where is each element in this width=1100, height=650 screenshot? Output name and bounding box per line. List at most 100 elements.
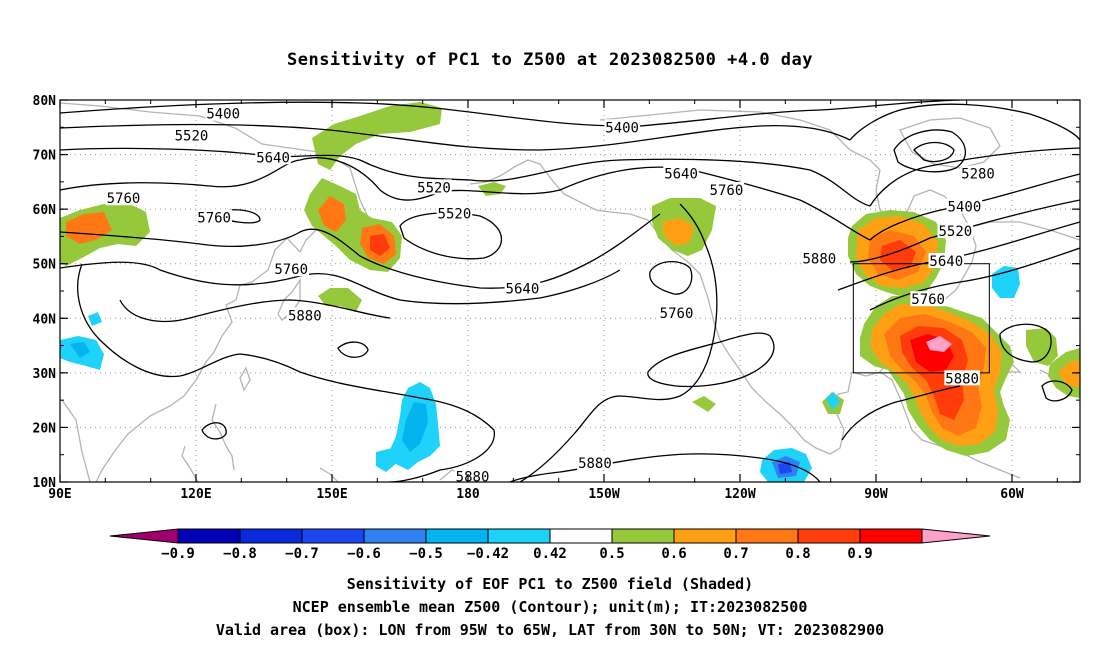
caption-valid-area: Valid area (box): LON from 95W to 65W, L…: [215, 621, 885, 639]
colorbar-labels: −0.9 −0.8 −0.7 −0.6 −0.5 −0.42 0.42 0.5 0.6 0.7 0.…: [161, 546, 873, 562]
contour-label: 5280: [961, 167, 995, 183]
contour-label-bg: [960, 165, 996, 181]
longitude-label: 90E: [48, 487, 71, 502]
contour-label: 5760: [660, 306, 694, 322]
colorbar-swatch: [239, 528, 303, 544]
contour-label-bg: [105, 190, 142, 206]
axis-ticks: [59, 99, 1080, 483]
longitude-label: 120W: [724, 487, 755, 502]
colorbar-swatch: [487, 528, 551, 544]
latitude-label: 50N: [33, 258, 57, 273]
contour-label-bg: [658, 304, 695, 320]
sensitivity-shading: [60, 102, 1080, 482]
contour-label: 5640: [256, 150, 290, 166]
colorbar-label: −0.8: [223, 546, 257, 562]
contour-label: 5880: [288, 309, 322, 325]
colorbar-label: 0.7: [723, 546, 748, 562]
contour-label: 5640: [506, 281, 540, 297]
longitude-label: 60W: [1000, 487, 1024, 502]
contour-label: 5640: [929, 254, 963, 270]
colorbar-label: 0.6: [661, 546, 686, 562]
latitude-label: 60N: [33, 203, 57, 218]
contour-label-bg: [205, 105, 241, 121]
colorbar-swatch: [177, 528, 241, 544]
colorbar-label: 0.5: [599, 546, 624, 562]
contour-label: 5520: [175, 128, 209, 144]
contour-label: 5880: [945, 371, 979, 387]
contour-label-bg: [663, 165, 699, 181]
colorbar-swatch: [797, 528, 861, 544]
colorbar-swatch: [301, 528, 365, 544]
contour-label-bg: [604, 119, 640, 135]
contour-label: 5520: [417, 180, 451, 196]
contour-label-bg: [937, 222, 974, 238]
longitude-labels: 90E 120E 150E 180 150W 120W 90W 60W: [48, 487, 1024, 502]
contour-label: 5400: [206, 107, 240, 123]
colorbar-label: −0.5: [409, 546, 443, 562]
contour-label: 5640: [664, 167, 698, 183]
colorbar-label: −0.9: [161, 546, 195, 562]
latitude-label: 10N: [33, 476, 57, 491]
colorbar-label: −0.7: [285, 546, 319, 562]
colorbar-swatch: [735, 528, 799, 544]
contour-label: 5760: [197, 210, 231, 226]
colorbar-label: −0.6: [347, 546, 381, 562]
colorbar-swatch: [859, 528, 923, 544]
longitude-label: 150W: [588, 487, 619, 502]
contour-label: 5400: [948, 199, 982, 215]
colorbar-swatch: [673, 528, 737, 544]
contour-label: 5760: [274, 262, 308, 278]
latitude-label: 80N: [33, 94, 57, 109]
contour-label-bg: [416, 179, 452, 195]
z500-contours: [60, 100, 1080, 482]
contour-label: 5880: [456, 470, 490, 486]
contour-label: 5520: [438, 207, 472, 223]
contour-label: 5760: [911, 292, 945, 308]
contour-label-bg: [946, 198, 983, 214]
colorbar-swatch: [549, 528, 613, 544]
contour-labels: 5400 5520 5640 5760 5760 5520 5520 5760 5880 5640…: [105, 105, 996, 486]
caption-shading: Sensitivity of EOF PC1 to Z500 field (Sh…: [346, 575, 754, 593]
contour-label-bg: [801, 250, 838, 266]
contour-label-bg: [436, 205, 473, 221]
latitude-label: 70N: [33, 149, 57, 164]
contour-label: 5760: [710, 183, 744, 199]
latitude-labels: 80N 70N 60N 50N 40N 30N 20N 10N: [33, 94, 57, 491]
colorbar: [109, 528, 991, 544]
latitude-label: 20N: [33, 421, 57, 436]
valid-area-box: [852, 263, 990, 374]
contour-label-bg: [287, 307, 323, 323]
contour-label-bg: [255, 149, 291, 165]
contour-label: 5760: [107, 191, 141, 207]
contour-label-bg: [173, 127, 210, 143]
longitude-label: 90W: [864, 487, 888, 502]
colorbar-arrow-high: [921, 528, 991, 544]
contour-label-bg: [944, 370, 980, 386]
colorbar-arrow-low: [109, 528, 179, 544]
colorbar-swatch: [425, 528, 489, 544]
colorbar-label: −0.42: [467, 546, 509, 562]
longitude-label: 120E: [180, 487, 211, 502]
latitude-label: 30N: [33, 367, 57, 382]
colorbar-label: 0.42: [533, 546, 567, 562]
contour-label: 5400: [605, 120, 639, 136]
contour-label-bg: [504, 280, 541, 296]
contour-label-bg: [577, 454, 613, 470]
contour-label-bg: [928, 252, 965, 268]
longitude-label: 180: [456, 487, 480, 502]
contour-label-bg: [196, 209, 232, 225]
colorbar-swatch: [611, 528, 675, 544]
contour-label-bg: [454, 468, 491, 482]
latitude-label: 40N: [33, 312, 57, 327]
colorbar-label: 0.9: [847, 546, 872, 562]
contour-label: 5880: [578, 456, 612, 472]
contour-label-bg: [910, 291, 946, 307]
contour-label-bg: [273, 261, 309, 277]
contour-label: 5520: [938, 224, 972, 240]
colorbar-swatch: [363, 528, 427, 544]
longitude-label: 150E: [316, 487, 347, 502]
caption-contour: NCEP ensemble mean Z500 (Contour); unit(…: [292, 598, 808, 616]
contour-label-bg: [708, 182, 745, 198]
map-title: Sensitivity of PC1 to Z500 at 2023082500…: [286, 50, 813, 70]
